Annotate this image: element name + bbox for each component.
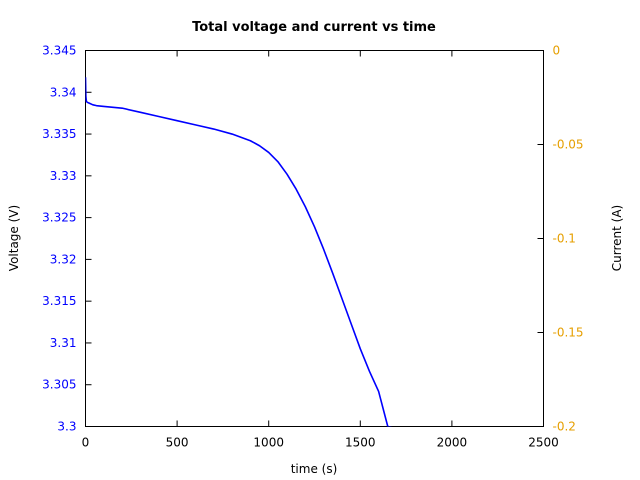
y-tick-label: 3.315 (42, 294, 76, 308)
y2-tick-label: 0 (553, 44, 561, 58)
series-group (85, 77, 393, 427)
y-tick-label: 3.305 (42, 378, 76, 392)
y-tick-label: 3.31 (50, 336, 77, 350)
chart-title: Total voltage and current vs time (192, 20, 436, 35)
x-axis-label: time (s) (291, 462, 338, 476)
y-tick-label: 3.34 (50, 85, 77, 99)
y-tick-label: 3.3 (57, 420, 76, 434)
x-tick-label: 0 (82, 436, 90, 450)
x-tick-label: 500 (166, 436, 189, 450)
y-axis-label: Voltage (V) (7, 205, 21, 271)
tick-labels: 0 500 1000 1500 2000 2500 3.3 3.305 3.31 3.315 3.3… (42, 44, 583, 450)
y-tick-label: 3.33 (50, 169, 77, 183)
y-tick-label: 3.345 (42, 44, 76, 58)
x-tick-label: 2000 (437, 436, 468, 450)
x-tick-label: 2500 (528, 436, 559, 450)
y2-axis-label: Current (A) (610, 205, 624, 271)
ticks (85, 50, 544, 427)
y2-tick-label: -0.1 (553, 232, 576, 246)
y2-tick-label: -0.05 (553, 138, 584, 152)
voltage-series-line (85, 77, 393, 427)
plot-frame (85, 50, 544, 427)
y-tick-label: 3.32 (50, 252, 77, 266)
y-tick-label: 3.325 (42, 211, 76, 225)
x-tick-label: 1000 (253, 436, 284, 450)
y2-tick-label: -0.2 (553, 420, 576, 434)
x-tick-label: 1500 (345, 436, 376, 450)
y2-tick-label: -0.15 (553, 326, 584, 340)
y-tick-label: 3.335 (42, 127, 76, 141)
